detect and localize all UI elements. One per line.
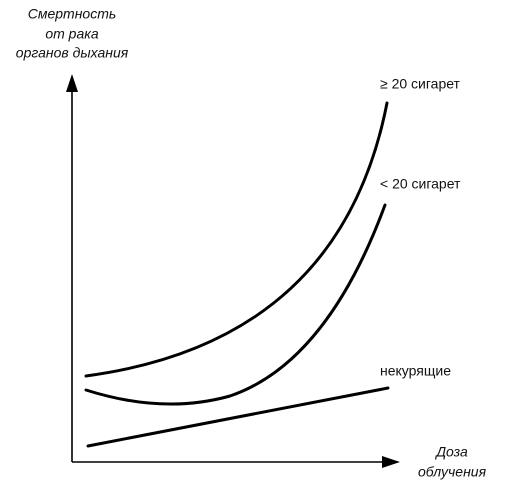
x-label-line: облучения <box>418 464 487 480</box>
y-label-line: от рака <box>45 26 99 42</box>
y-axis-arrow <box>66 74 78 92</box>
curve-label: некурящие <box>380 363 451 379</box>
curve-heavy <box>84 101 389 378</box>
y-label-line: органов дыхания <box>16 45 129 61</box>
curve-nonsmokers <box>86 386 390 448</box>
y-label-line: Смертность <box>28 6 116 22</box>
curve-label: ≥ 20 сигарет <box>380 76 461 92</box>
curve-light <box>84 203 387 406</box>
x-label-line: Доза <box>434 444 468 460</box>
curve-label: < 20 сигарет <box>380 176 461 192</box>
x-axis-arrow <box>382 456 400 468</box>
